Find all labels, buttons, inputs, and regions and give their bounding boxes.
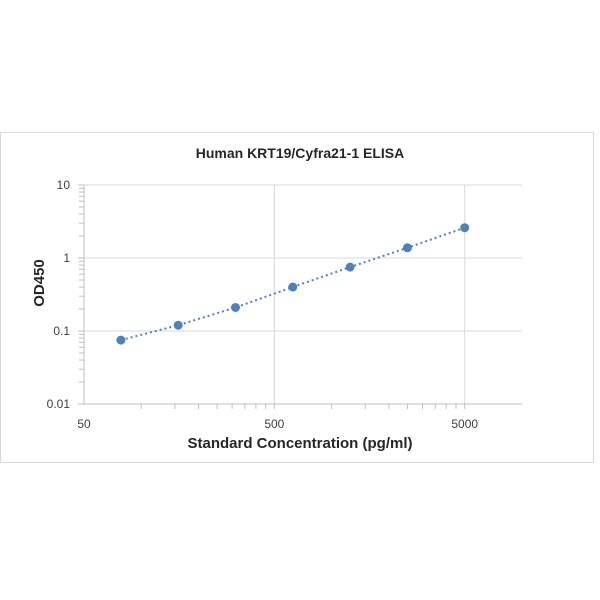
- y-axis-title: OD450: [31, 259, 48, 307]
- point-layer: [116, 223, 470, 345]
- x-axis-title: Standard Concentration (pg/ml): [188, 435, 413, 452]
- data-point: [173, 320, 183, 330]
- y-tick-label: 0.1: [53, 324, 70, 338]
- x-tick-label: 50: [77, 417, 91, 431]
- y-tick-label: 0.01: [47, 397, 71, 411]
- data-point: [345, 262, 355, 272]
- data-point: [402, 243, 412, 253]
- data-point: [288, 282, 298, 292]
- data-point: [460, 223, 470, 233]
- y-tick-label: 1: [63, 251, 70, 265]
- chart-title: Human KRT19/Cyfra21-1 ELISA: [196, 145, 405, 161]
- axis-layer: [78, 184, 522, 409]
- data-point: [230, 302, 240, 312]
- x-tick-label: 5000: [451, 417, 478, 431]
- data-point: [116, 335, 126, 345]
- label-layer: 0.01 0.1 1 10 50 500 5000: [47, 178, 479, 431]
- chart-frame: [0, 132, 594, 463]
- y-tick-label: 10: [57, 178, 71, 192]
- x-tick-label: 500: [264, 417, 284, 431]
- grid-layer: [83, 184, 522, 405]
